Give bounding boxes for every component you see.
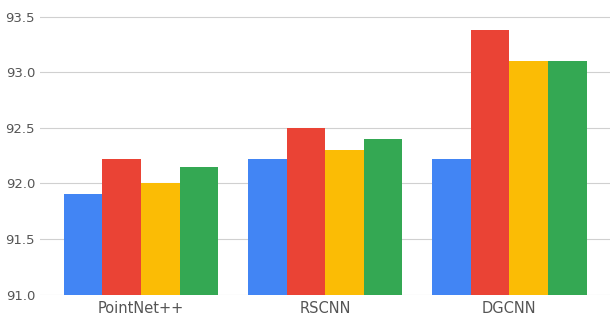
Bar (471, 30, 509, 295)
Bar (432, 159, 471, 295)
Bar (248, 159, 286, 295)
Bar (548, 61, 586, 295)
Bar (141, 183, 180, 295)
Bar (325, 150, 364, 295)
Bar (102, 159, 141, 295)
Bar (509, 61, 548, 295)
Bar (286, 128, 325, 295)
Bar (64, 194, 102, 295)
Bar (180, 167, 219, 295)
Bar (364, 139, 402, 295)
